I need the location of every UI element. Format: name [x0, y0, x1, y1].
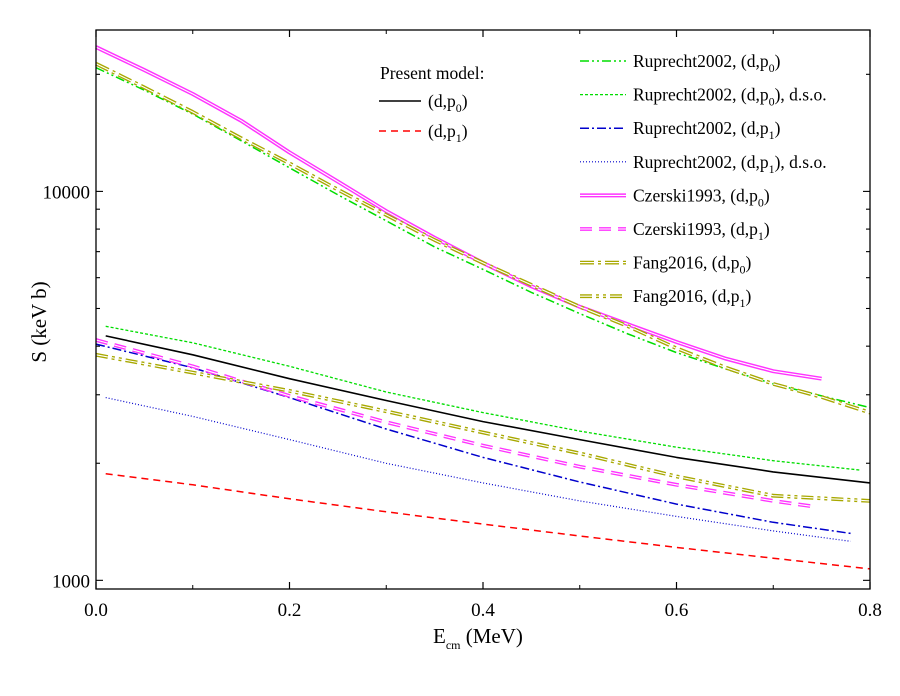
axes-group: 0.0 0.2 0.4 0.6 0.8 1000 10000 [43, 29, 882, 621]
legend-entry-present_dp0: (d,p0) [379, 91, 468, 115]
legend-label: (d,p0) [428, 91, 468, 115]
legend-entry-fang_dp0: Fang2016, (d,p0) [580, 253, 751, 277]
legend-entry-rup_dp1: Ruprecht2002, (d,p1) [580, 118, 781, 142]
legend-label: (d,p1) [428, 121, 468, 145]
legend-entry-rup_dp1_dso: Ruprecht2002, (d,p1), d.s.o. [580, 152, 827, 176]
legend-entry-present_dp1: (d,p1) [379, 121, 468, 145]
series-line-rup_dp0 [95, 67, 871, 409]
legend-label: Ruprecht2002, (d,p1) [633, 118, 781, 142]
x-tick-label: 0.0 [84, 600, 108, 621]
legend-label: Ruprecht2002, (d,p0), d.s.o. [633, 85, 827, 109]
series-line-fang_dp0-inner [95, 63, 871, 414]
y-tick-label: 10000 [43, 182, 91, 203]
series-rup_dp1 [95, 343, 851, 535]
legend-entry-rup_dp0_dso: Ruprecht2002, (d,p0), d.s.o. [580, 85, 827, 109]
series-rup_dp0_dso [105, 325, 861, 471]
legend-header: Present model: [380, 63, 485, 83]
series-line-rup_dp1 [95, 343, 851, 535]
legend-label: Czerski1993, (d,p1) [633, 219, 770, 243]
legend-entry-cze_dp0: Czerski1993, (d,p0) [580, 185, 770, 209]
series-line-rup_dp0_dso [105, 325, 861, 471]
series-present_dp1 [105, 472, 871, 570]
series-line-rup_dp1_dso [105, 397, 851, 542]
legend-label: Fang2016, (d,p0) [633, 253, 751, 277]
series-rup_dp0 [95, 67, 871, 409]
series-fang_dp0 [95, 61, 871, 415]
y-tick-label: 1000 [52, 571, 90, 592]
series-rup_dp1_dso [105, 397, 851, 542]
x-tick-label: 0.8 [858, 600, 882, 621]
series-group [95, 45, 871, 570]
series-fang_dp1 [95, 352, 871, 503]
legend-entry-cze_dp1: Czerski1993, (d,p1) [580, 219, 770, 243]
x-tick-label: 0.6 [665, 600, 689, 621]
axis-titles: Ecm (MeV) S (keV b) [27, 281, 523, 652]
series-line-cze_dp1-outline [95, 338, 813, 509]
legend-group: Present model: (d,p0) (d,p1) Ruprecht2002, … [379, 51, 827, 310]
x-tick-label: 0.2 [278, 600, 302, 621]
series-line-present_dp1 [105, 472, 871, 570]
series-line-cze_dp1-inner [95, 339, 812, 507]
series-line-fang_dp1-inner [95, 354, 871, 502]
legend-label: Ruprecht2002, (d,p1), d.s.o. [633, 152, 827, 176]
x-axis-title: Ecm (MeV) [433, 624, 523, 652]
series-cze_dp1 [95, 338, 813, 509]
series-line-present_dp0 [105, 335, 871, 484]
y-axis-title: S (keV b) [27, 281, 51, 362]
series-present_dp0 [105, 335, 871, 484]
legend-entry-rup_dp0: Ruprecht2002, (d,p0) [580, 51, 781, 75]
plot-frame [95, 29, 871, 590]
legend-label: Czerski1993, (d,p0) [633, 185, 770, 209]
legend-label: Fang2016, (d,p1) [633, 286, 751, 310]
x-tick-label: 0.4 [471, 600, 495, 621]
legend-label: Ruprecht2002, (d,p0) [633, 51, 781, 75]
legend-entry-fang_dp1: Fang2016, (d,p1) [580, 286, 751, 310]
